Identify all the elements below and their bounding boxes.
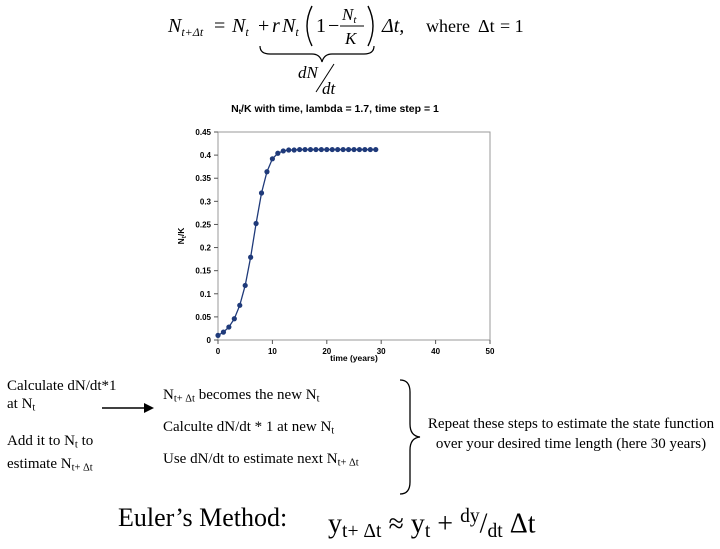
chart-axes: 0 10 20 30 40 50 0 0.05 0.1 0.15 0.2 0.25 0.3 0.35 0.4… — [195, 128, 495, 356]
euler-method-label: Euler’s Method: — [118, 503, 288, 532]
data-point — [318, 146, 324, 153]
y-tick-label: 0.2 — [200, 244, 212, 253]
series-points — [215, 146, 379, 338]
data-point — [367, 146, 373, 153]
data-point — [373, 146, 379, 153]
data-point — [307, 146, 314, 153]
data-point — [297, 146, 303, 153]
formula-delta-t: Δt, — [381, 15, 404, 37]
x-tick-label: 50 — [486, 347, 495, 356]
data-point — [237, 302, 243, 308]
formula-minus: − — [328, 15, 339, 37]
data-point — [280, 148, 286, 154]
data-point — [362, 146, 368, 153]
y-tick-label: 0.35 — [195, 174, 211, 183]
formula-equals: = — [214, 15, 225, 37]
x-tick-label: 0 — [216, 347, 221, 356]
x-tick-label: 40 — [431, 347, 440, 356]
formula-frac-denominator: K — [344, 29, 358, 48]
data-point — [242, 282, 248, 289]
y-tick-label: 0.1 — [200, 290, 212, 299]
list-item-becomes-new: Nt+ Δt becomes the new Nt — [163, 387, 320, 405]
formula-frac-numerator: Nt — [341, 5, 357, 26]
brace-dn: dN — [298, 63, 320, 82]
data-point — [329, 146, 335, 153]
data-point — [269, 156, 275, 162]
formula-where: where — [426, 16, 470, 36]
y-tick-label: 0.3 — [200, 197, 212, 206]
formula-plus: + — [258, 15, 269, 37]
x-tick-label: 30 — [377, 347, 386, 356]
data-point — [275, 150, 281, 156]
step-calculate: Calculate dN/dt*1 at Nt — [7, 377, 157, 418]
y-tick-label: 0 — [207, 336, 212, 345]
y-axis-label: Nt/K — [176, 227, 188, 245]
data-point — [220, 329, 227, 335]
x-axis-label: time (years) — [330, 353, 378, 363]
plot-area — [217, 131, 491, 341]
y-tick-label: 0.15 — [195, 267, 211, 276]
x-tick-label: 10 — [268, 347, 277, 356]
brace-slash — [315, 63, 335, 93]
list-item-estimate-next: Use dN/dt to estimate next Nt+ Δt — [163, 451, 359, 469]
right-brace-icon — [399, 379, 421, 495]
step-add-line2: estimate Nt+ Δt — [7, 455, 93, 474]
data-point — [335, 146, 341, 153]
data-point — [231, 316, 237, 322]
data-point — [286, 147, 292, 153]
x-tick-label: 20 — [322, 347, 331, 356]
formula-where-eq: = 1 — [500, 16, 524, 36]
formula-left-paren — [306, 5, 313, 47]
formula-right-paren — [367, 5, 374, 47]
step-add: Add it to Nt to estimate Nt+ Δt — [7, 432, 157, 477]
arrow-right-icon — [102, 403, 154, 413]
formula-where-delta: Δt — [478, 16, 495, 36]
data-point — [313, 146, 319, 153]
step-add-line1: Add it to Nt to — [7, 433, 94, 451]
euler-formula: yt+ Δt ≈ yt + dy/dt Δt — [328, 506, 536, 543]
data-point — [258, 190, 265, 196]
formula-r: r — [272, 15, 280, 37]
data-point — [324, 146, 330, 153]
y-tick-label: 0.45 — [195, 128, 211, 137]
data-point — [215, 332, 221, 338]
step-calculate-line1: Calculate dN/dt*1 — [7, 378, 117, 394]
data-point — [302, 146, 308, 153]
formula-nt: Nt — [231, 15, 249, 39]
data-point — [345, 146, 352, 153]
logistic-update-formula: Nt+Δt = Nt + r Nt 1 − Nt K Δt, where Δt … — [167, 5, 524, 98]
list-item-calculate-new: Calculte dN/dt * 1 at new Nt — [163, 419, 335, 437]
data-point — [253, 220, 259, 227]
data-point — [356, 146, 363, 153]
nt-over-k-chart: Nt/K with time, lambda = 1.7, time step … — [176, 103, 495, 363]
data-point — [291, 147, 297, 153]
data-point — [340, 146, 346, 153]
step-calculate-line2: at Nt — [7, 396, 36, 414]
y-tick-label: 0.25 — [195, 220, 211, 229]
y-tick-label: 0.05 — [195, 313, 211, 322]
formula-underbrace — [259, 45, 375, 63]
brace-dt-text: dt — [322, 79, 337, 98]
data-point — [264, 169, 270, 175]
formula-nt2: Nt — [281, 15, 299, 39]
repeat-steps-note: Repeat these steps to estimate the state… — [427, 416, 715, 452]
y-tick-label: 0.4 — [200, 151, 212, 160]
chart-title: Nt/K with time, lambda = 1.7, time step … — [231, 103, 439, 116]
formula-lhs: Nt+Δt — [167, 15, 204, 39]
data-point — [248, 254, 254, 260]
formula-one: 1 — [316, 15, 326, 37]
data-point — [226, 324, 232, 330]
data-point — [351, 146, 357, 153]
